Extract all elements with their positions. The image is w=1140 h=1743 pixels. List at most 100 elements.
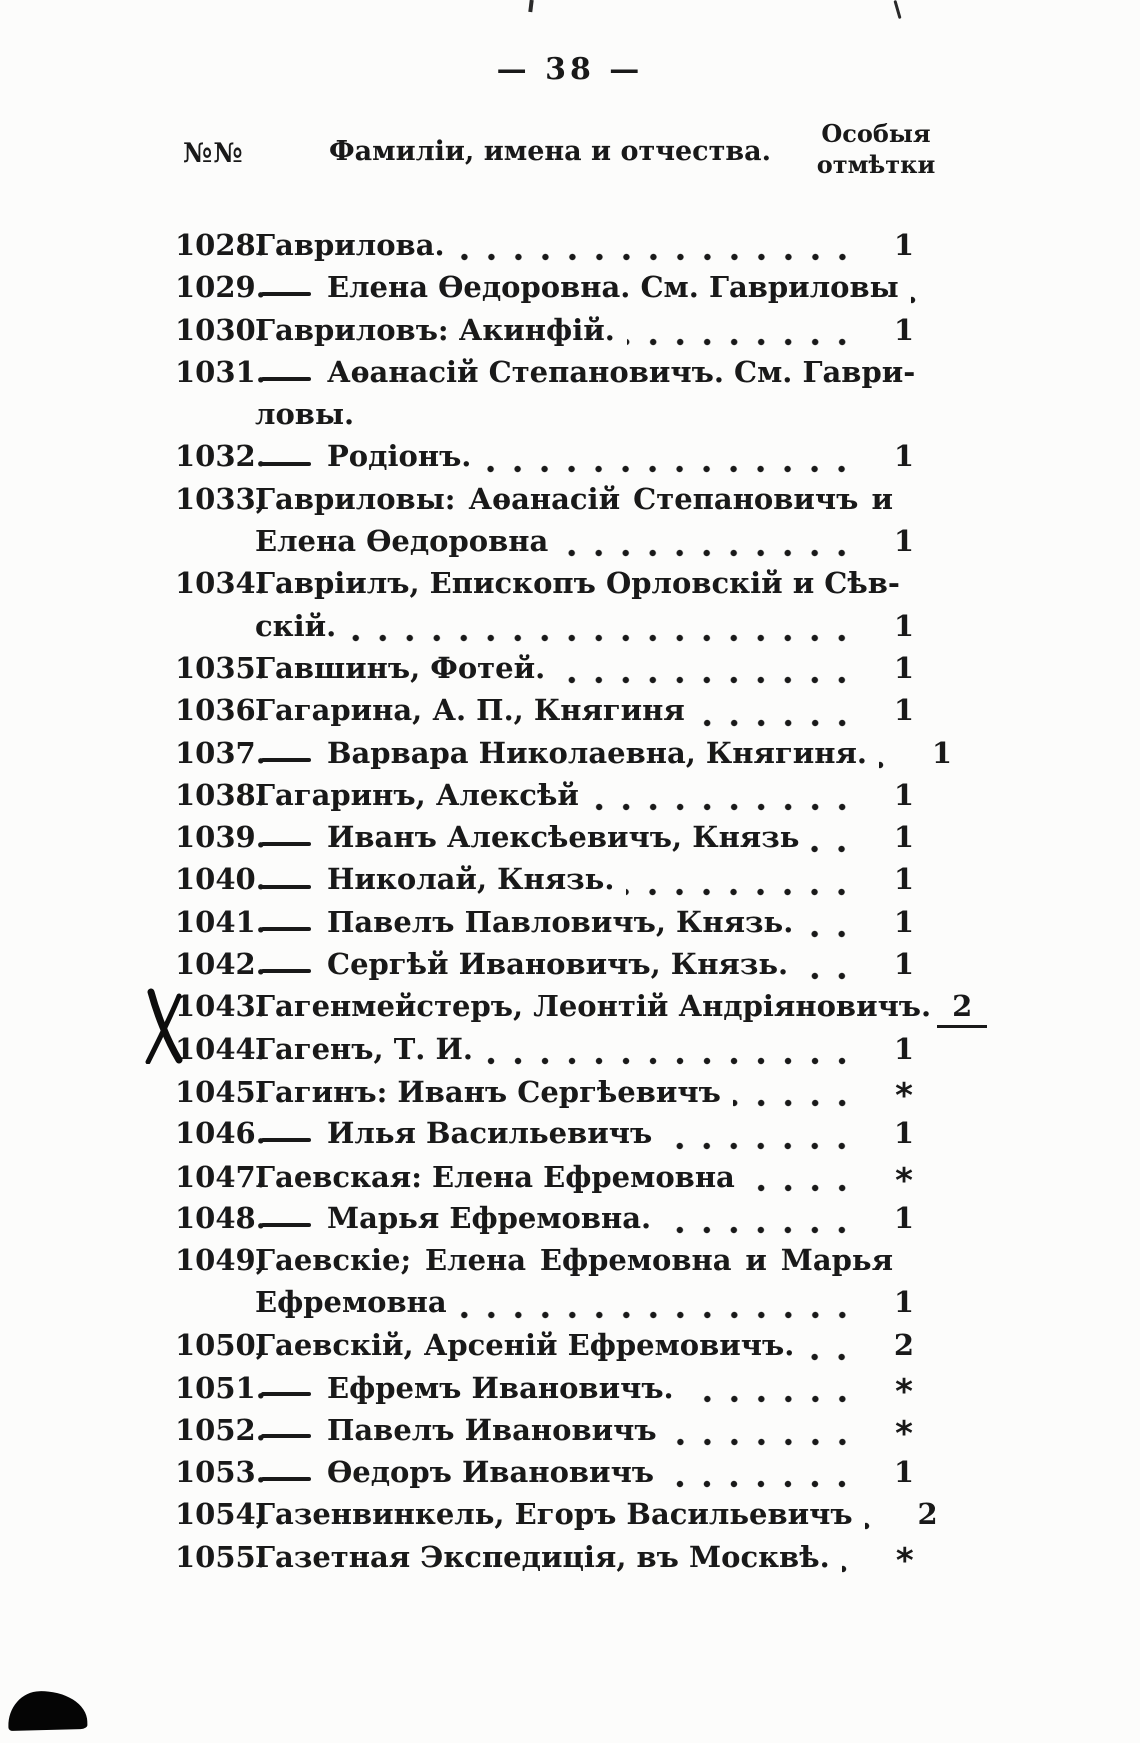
entry-name: Николай, Князь. (327, 862, 615, 897)
entry-name: Гаевскій, Арсеній Ефремовичъ. (255, 1327, 795, 1362)
entry-row: 1028. Гаврилова. 1 (175, 228, 935, 270)
dot-leader (805, 930, 865, 939)
mark-value: 1 (893, 228, 915, 262)
mark-value: 1 (893, 312, 915, 347)
entry-name: Ефремовна (255, 1285, 447, 1320)
entry-number: 1053. (175, 1454, 266, 1489)
dot-leader (685, 1395, 865, 1404)
handwritten-x-mark (145, 988, 183, 1064)
entry-number: 1040. (175, 862, 266, 897)
dot-leader (841, 1564, 866, 1573)
dot-leader (666, 1479, 865, 1488)
dot-leader (458, 1310, 865, 1319)
column-header-marks-line1: Особыя (821, 119, 931, 148)
entry-row: 1046. Илья Васильевичъ 1 (175, 1116, 935, 1158)
entry-row: 1040. Николай, Князь. 1 (175, 862, 935, 904)
ditto-dash (261, 461, 311, 466)
entry-row: 1039. Иванъ Алексѣевичъ, Князь 1 (175, 820, 935, 862)
entry-row: ловы. (175, 397, 935, 439)
ditto-dash (261, 1138, 311, 1143)
entry-name: Гагинъ: Иванъ Сергѣевичъ (255, 1074, 721, 1109)
entry-name: Гагарина, А. П., Княгиня (255, 693, 685, 728)
mark-value: 1 (893, 524, 915, 559)
entry-row: 1047. Гаевская: Елена Ефремовна * (175, 1159, 935, 1201)
ditto-dash (261, 377, 311, 382)
ditto-dash (261, 1476, 311, 1481)
dot-leader (484, 1056, 865, 1065)
entry-number: 1045. (175, 1074, 266, 1109)
entry-row: 1029. Елена Ѳедоровна. См. Гавриловы (175, 270, 935, 312)
entry-number: 1037. (175, 735, 266, 770)
dot-leader (590, 803, 865, 812)
entry-row: 1036. Гагарина, А. П., Княгиня 1 (175, 693, 935, 735)
mark-value: 1 (893, 1116, 915, 1151)
entry-row: 1053. Ѳедоръ Ивановичъ 1 (175, 1455, 935, 1497)
entry-name: Родіонъ. (327, 439, 472, 474)
mark-value: 1 (893, 820, 915, 855)
ditto-dash (261, 926, 311, 931)
entry-number: 1052. (175, 1413, 266, 1448)
entry-name: Гавшинъ, Фотей. (255, 650, 546, 685)
dot-leader (732, 1099, 865, 1108)
entry-name: Иванъ Алексѣевичъ, Князь (327, 820, 800, 855)
entry-row: 1054, Газенвинкель, Егоръ Васильевичъ 2 (175, 1496, 938, 1539)
entry-name: Гагенмейстеръ, Леонтій Андріяновичъ. (255, 989, 932, 1024)
ditto-dash (261, 1222, 311, 1227)
entry-name: Гаврилова. (255, 228, 445, 262)
entry-name: Павелъ Ивановичъ (327, 1413, 657, 1448)
entry-name: Гаевская: Елена Ефремовна (255, 1159, 735, 1194)
entry-number: 1051. (175, 1371, 266, 1406)
entry-number: 1028. (175, 228, 266, 262)
column-header-marks: Особыя отмѣтки (816, 118, 936, 180)
mark-value: * (895, 1075, 913, 1116)
mark-value: 1 (893, 862, 915, 897)
mark-value: 1 (893, 1285, 915, 1320)
dot-leader (811, 845, 865, 854)
dot-leader (663, 1226, 865, 1235)
dot-leader (626, 337, 865, 346)
scan-artifact (528, 0, 534, 13)
entry-row: 1051. Ефремъ Ивановичъ. * (175, 1370, 935, 1412)
dot-leader (557, 676, 865, 685)
entry-number: 1050, (175, 1327, 266, 1362)
entry-name: Гаевскіе; Елена Ефремовна и Марья (255, 1243, 893, 1278)
dot-leader (664, 1141, 865, 1150)
mark-value: 2 (917, 1496, 938, 1531)
entry-name: Гагенъ, Т. И. (255, 1031, 473, 1066)
entry-row: 1032. Родіонъ. 1 (175, 439, 935, 481)
entry-name: Елена Ѳедоровна. См. Гавриловы (327, 270, 899, 305)
dot-leader (800, 972, 865, 981)
entry-number: 1054, (175, 1496, 266, 1531)
ink-blot (7, 1689, 88, 1732)
column-header-numbers: №№ (183, 138, 244, 169)
entry-number: 1033, (175, 481, 266, 516)
mark-value: 1 (931, 735, 953, 770)
page-number: — 38 — (496, 52, 644, 87)
ditto-dash (261, 292, 311, 297)
entry-row: 1034. Гавріилъ, Епископъ Орловскій и Сѣв- (175, 566, 935, 608)
mark-value: 1 (893, 1031, 915, 1066)
mark-value: 1 (893, 904, 915, 939)
mark-value: 1 (893, 693, 915, 728)
entry-row: 1038. Гагаринъ, Алексѣй 1 (175, 778, 935, 820)
mark-value: 1 (893, 650, 915, 685)
entry-row: 1048. Марья Ефремовна. 1 (175, 1201, 935, 1243)
column-header-marks-line2: отмѣтки (816, 150, 936, 179)
entry-row: 1031. Аѳанасій Степановичъ. См. Гаври- (175, 355, 935, 397)
dot-leader (864, 1522, 889, 1531)
entry-name: Варвара Николаевна, Княгиня. (327, 735, 867, 770)
entry-row: 1033, Гавриловы: Аѳанасій Степановичъ и (175, 482, 935, 524)
entry-number: 1038. (175, 777, 266, 812)
entry-name: Елена Ѳедоровна (255, 524, 549, 559)
ditto-dash (261, 1434, 311, 1439)
dot-leader (910, 295, 935, 304)
mark-value: 1 (893, 947, 915, 982)
entry-number: 1030. (175, 312, 266, 347)
entry-name: ловы. (255, 397, 355, 432)
entry-number: 1042. (175, 947, 266, 982)
entry-name: Гавриловъ: Акинфій. (255, 312, 615, 347)
entry-number: 1046. (175, 1116, 266, 1151)
entry-row: Елена Ѳедоровна 1 (175, 524, 935, 566)
entry-name: Гавриловы: Аѳанасій Степановичъ и (255, 481, 893, 516)
dot-leader (626, 887, 865, 896)
